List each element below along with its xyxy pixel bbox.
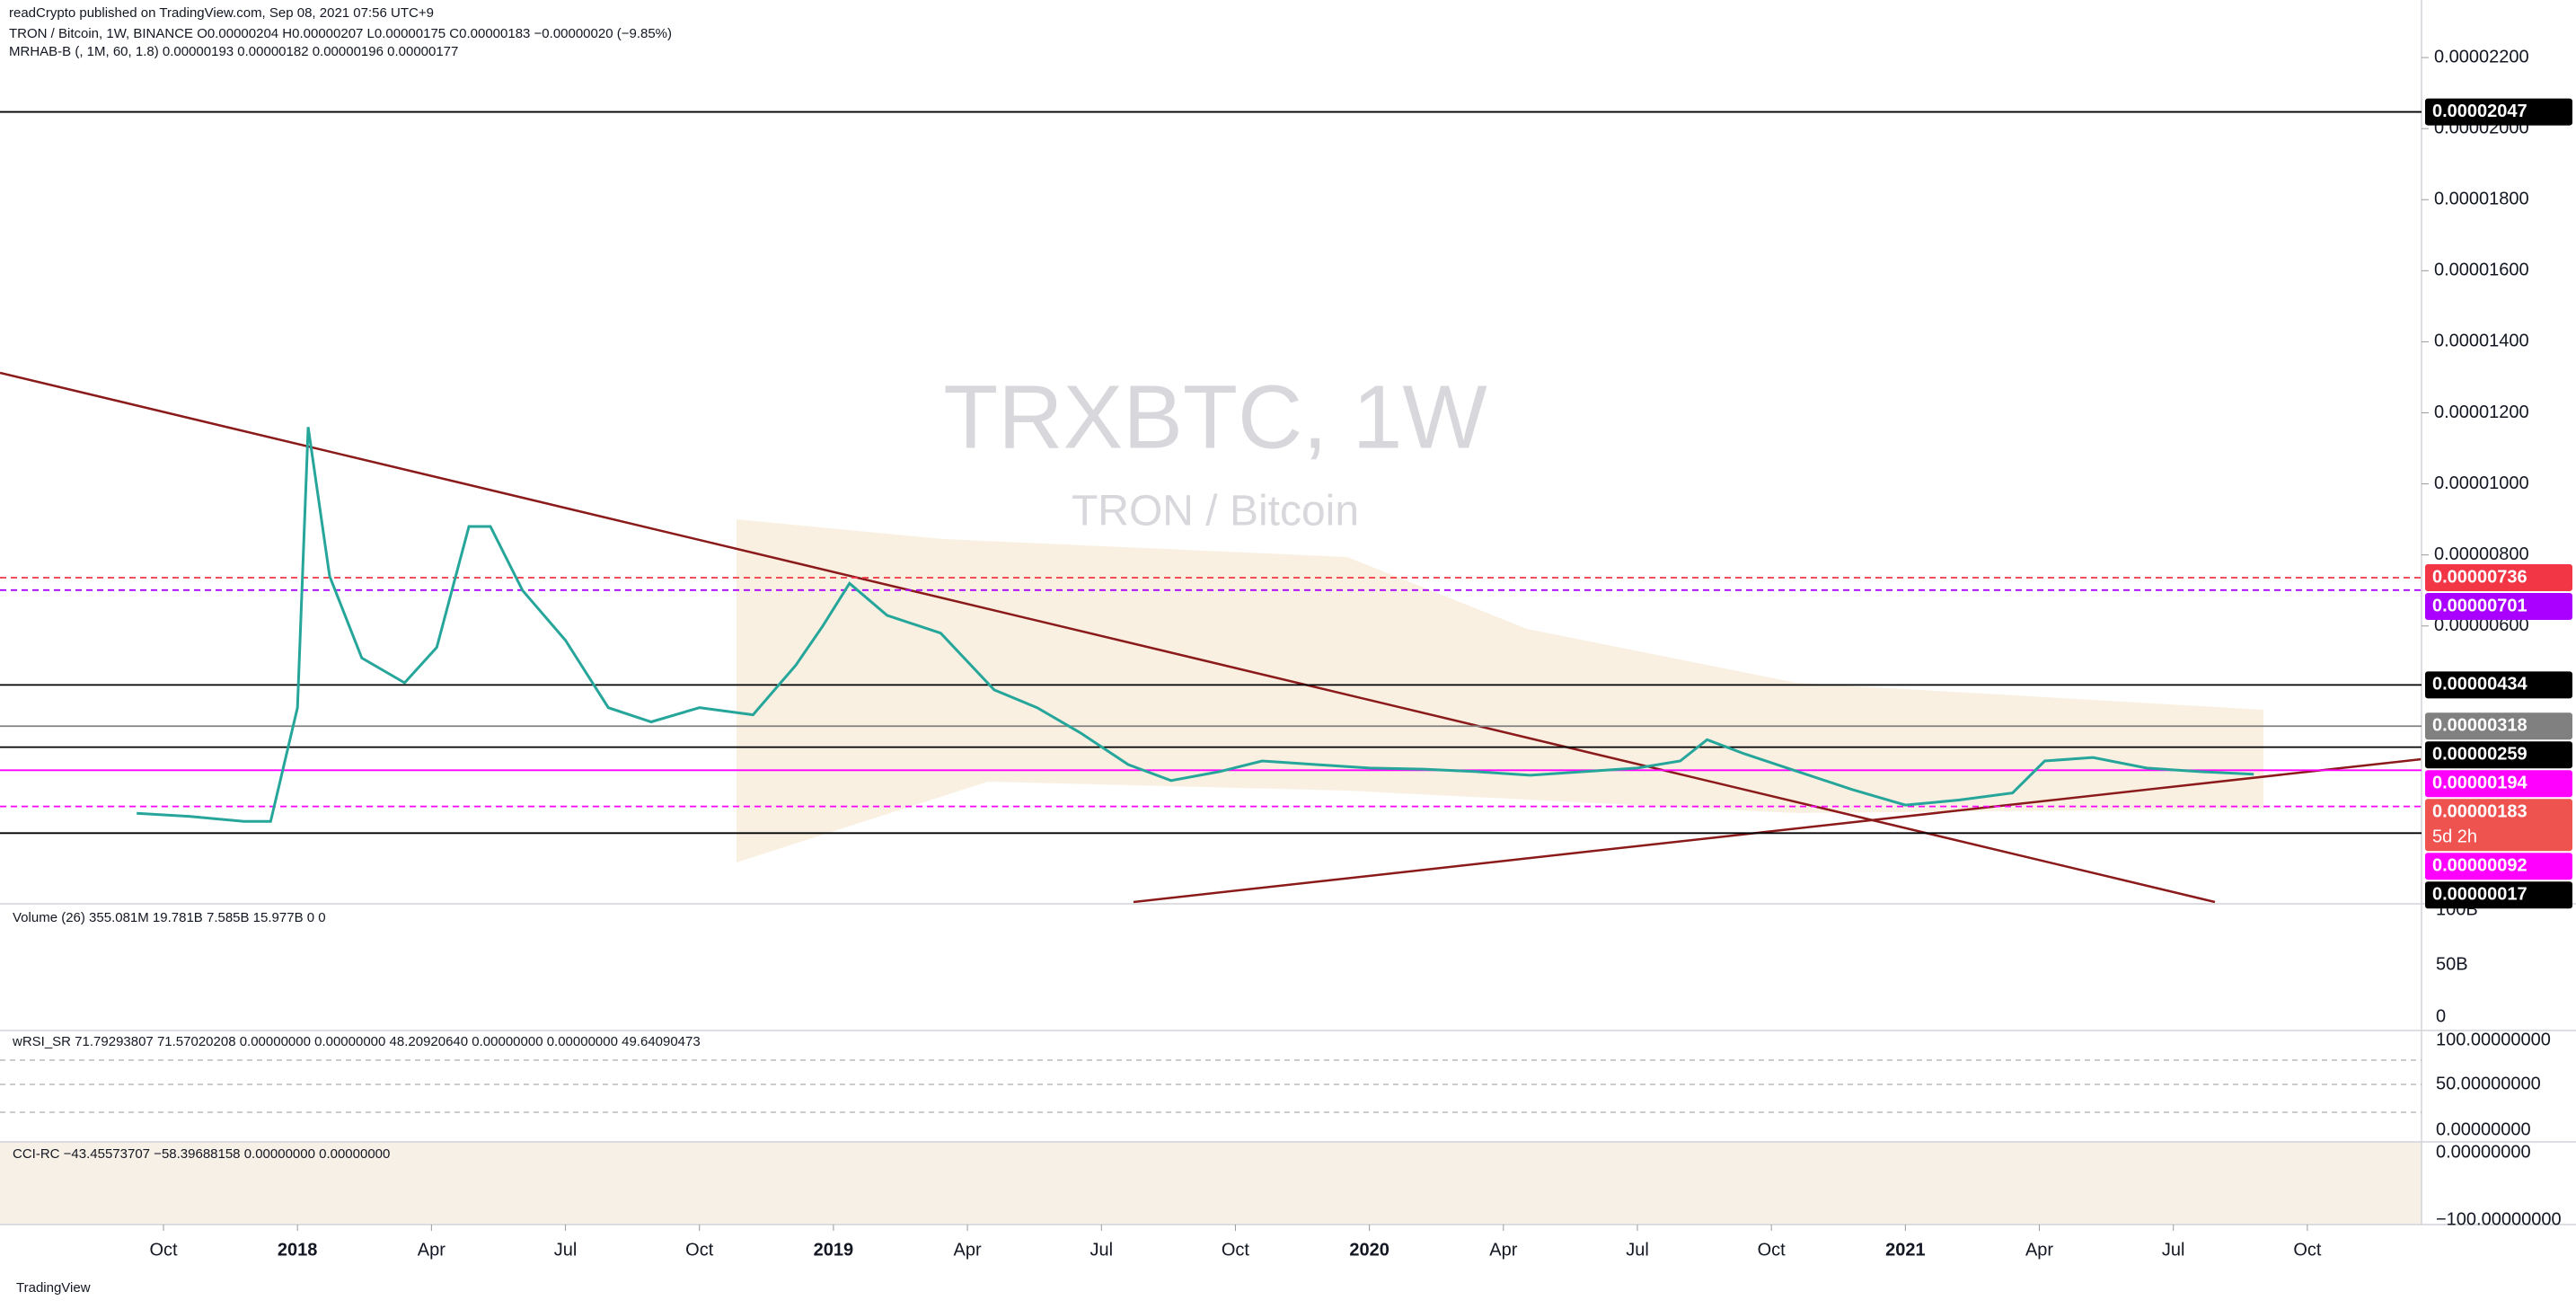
pane-axis-label: 50B (2436, 954, 2468, 974)
pane-axis-label: 0 (2436, 1006, 2446, 1026)
pane-separators (0, 0, 2576, 1225)
brand: TradingView (16, 1280, 91, 1296)
watermark-name: TRON / Bitcoin (1072, 488, 1359, 535)
y-tick-label: 0.00001000 (2434, 473, 2529, 493)
indicator-legend: MRHAB-B (, 1M, 60, 1.8) 0.00000193 0.000… (9, 44, 458, 59)
pane-axis-label: 50.00000000 (2436, 1074, 2541, 1093)
x-tick-label: Oct (1758, 1240, 1786, 1260)
x-tick-label: Oct (149, 1240, 178, 1260)
trend-line (0, 371, 2216, 904)
rsi-legend: wRSI_SR 71.79293807 71.57020208 0.000000… (12, 1034, 701, 1049)
watermark-symbol: TRXBTC, 1W (943, 367, 1487, 467)
y-tick-label: 0.00000600 (2434, 615, 2529, 635)
rsi-guides (0, 1059, 2422, 1113)
price-line (137, 427, 2254, 823)
price-badge (2425, 563, 2572, 591)
price-badge-label: 0.00000736 (2432, 567, 2527, 587)
x-tick-label: 2019 (814, 1240, 854, 1260)
x-tick-label: Apr (2025, 1240, 2053, 1260)
price-badge (2425, 881, 2572, 909)
price-badge (2425, 853, 2572, 880)
y-tick-label: 0.00001600 (2434, 261, 2529, 280)
price-badge-label: 0.00000017 (2432, 885, 2527, 905)
x-tick-label: Oct (685, 1240, 714, 1260)
x-tick-label: Apr (954, 1240, 982, 1260)
x-tick-label: 2020 (1349, 1240, 1389, 1260)
cci-background (0, 1142, 2422, 1225)
price-badge (2425, 770, 2572, 798)
price-badge-label: 0.00000701 (2432, 596, 2527, 615)
y-tick-label: 0.00001400 (2434, 332, 2529, 351)
price-badge (2425, 712, 2572, 740)
x-tick-label: Oct (1222, 1240, 1250, 1260)
price-badge-label: 0.00000259 (2432, 745, 2527, 765)
x-tick-label: Jul (1626, 1240, 1649, 1260)
y-tick-label: 0.00001200 (2434, 402, 2529, 422)
y-tick-label: 0.00002200 (2434, 47, 2529, 66)
pane-axis-label: −100.00000000 (2436, 1209, 2562, 1229)
x-tick-label: 2021 (1885, 1240, 1926, 1260)
volume-legend: Volume (26) 355.081M 19.781B 7.585B 15.9… (13, 910, 326, 925)
price-badge-label: 0.00002047 (2432, 102, 2527, 121)
x-tick-label: Jul (2162, 1240, 2185, 1260)
publisher: readCrypto published on TradingView.com,… (9, 5, 434, 21)
x-tick-label: Apr (418, 1240, 446, 1260)
y-tick-label: 0.00001800 (2434, 190, 2529, 209)
price-badge-label: 0.00000183 (2432, 802, 2527, 822)
price-badge-label: 0.00000194 (2432, 774, 2528, 793)
pane-axis-label: 0.00000000 (2436, 1142, 2531, 1162)
price-badge (2425, 98, 2572, 126)
y-tick-label: 0.00000800 (2434, 544, 2529, 564)
symbol-legend: TRON / Bitcoin, 1W, BINANCE O0.00000204 … (9, 26, 672, 41)
trend-line (1133, 757, 2422, 904)
cci-legend: CCI-RC −43.45573707 −58.39688158 0.00000… (13, 1146, 390, 1162)
price-badge (2425, 741, 2572, 769)
price-badge-label: 0.00000092 (2432, 856, 2527, 876)
x-tick-label: 2018 (278, 1240, 318, 1260)
price-badge (2425, 799, 2572, 852)
x-tick-label: Jul (1090, 1240, 1113, 1260)
pane-axis-label: 100.00000000 (2436, 1030, 2551, 1049)
x-tick-label: Jul (554, 1240, 578, 1260)
price-badge-label: 0.00000318 (2432, 716, 2527, 736)
cloud-area (737, 519, 2263, 862)
x-tick-label: Apr (1489, 1240, 1517, 1260)
price-badge (2425, 671, 2572, 699)
pane-axis-label: 0.00000000 (2436, 1119, 2531, 1139)
x-tick-label: Oct (2293, 1240, 2322, 1260)
price-badge (2425, 592, 2572, 620)
countdown: 5d 2h (2432, 827, 2477, 847)
price-badge-label: 0.00000434 (2432, 675, 2528, 694)
